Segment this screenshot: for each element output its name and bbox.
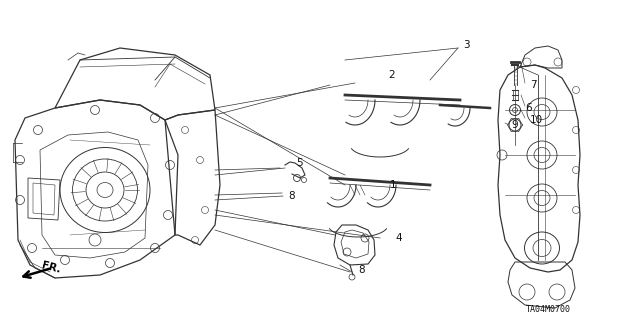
Text: 2: 2 [388, 70, 395, 80]
Text: 9: 9 [511, 120, 518, 130]
Text: 4: 4 [395, 233, 402, 243]
Text: 7: 7 [530, 80, 536, 90]
Text: 1: 1 [390, 180, 397, 190]
Text: 3: 3 [463, 40, 470, 50]
Text: FR.: FR. [40, 261, 61, 275]
Text: 5: 5 [296, 158, 303, 168]
Text: 6: 6 [525, 103, 532, 113]
Text: 8: 8 [358, 265, 365, 275]
Text: TA04M0700: TA04M0700 [525, 306, 570, 315]
Text: 8: 8 [288, 191, 294, 201]
Text: 10: 10 [530, 115, 543, 125]
